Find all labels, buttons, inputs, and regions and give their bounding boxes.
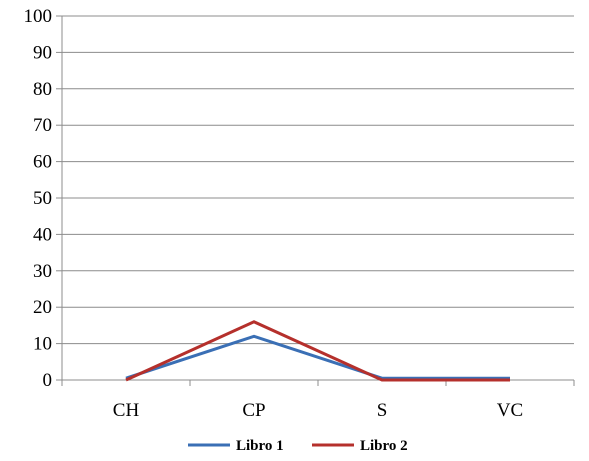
x-tick-labels: CH CP S VC xyxy=(113,400,523,421)
axes xyxy=(56,15,575,386)
x-tick-label: CP xyxy=(242,400,265,421)
x-tick-label: S xyxy=(377,400,388,421)
y-tick-label: 10 xyxy=(33,334,52,355)
y-tick-label: 0 xyxy=(43,370,53,391)
y-tick-label: 80 xyxy=(33,79,52,100)
series-line xyxy=(125,320,510,382)
y-tick-label: 60 xyxy=(33,152,52,173)
legend: Libro 1 Libro 2 xyxy=(188,438,408,454)
y-tick-labels: 0 10 20 30 40 50 60 70 80 90 100 xyxy=(24,6,53,391)
y-tick-label: 40 xyxy=(33,224,52,245)
y-tick-label: 30 xyxy=(33,261,52,282)
legend-label: Libro 2 xyxy=(360,438,408,454)
legend-label: Libro 1 xyxy=(236,438,284,454)
y-tick-label: 20 xyxy=(33,297,52,318)
series-lines xyxy=(125,320,510,382)
y-tick-label: 90 xyxy=(33,42,52,63)
x-tick-label: CH xyxy=(113,400,140,421)
gridlines xyxy=(62,15,574,345)
y-tick-label: 70 xyxy=(33,115,52,136)
y-tick-label: 100 xyxy=(24,6,53,27)
y-tick-label: 50 xyxy=(33,188,52,209)
series-line xyxy=(125,334,510,380)
x-tick-label: VC xyxy=(497,400,523,421)
